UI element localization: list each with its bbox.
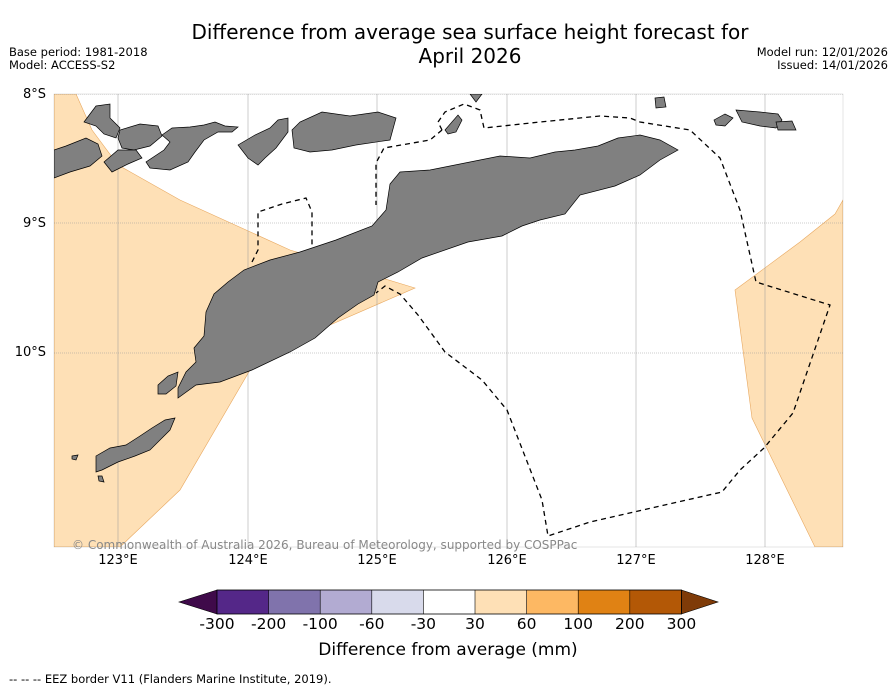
flores-south-cape bbox=[103, 149, 143, 173]
luang-island bbox=[775, 120, 797, 131]
colorbar-segment bbox=[475, 590, 527, 614]
colorbar-segment bbox=[526, 590, 579, 614]
lat-label-8s: 8°S bbox=[22, 87, 46, 102]
colorbar-tick-label: 30 bbox=[465, 615, 485, 633]
title-line-2: April 2026 bbox=[418, 44, 522, 68]
colorbar-tick-label: -300 bbox=[199, 615, 235, 633]
colorbar-tick-label: 60 bbox=[516, 615, 537, 633]
wetar-island bbox=[291, 111, 397, 153]
colorbar-segment bbox=[371, 590, 424, 614]
anomaly-zone-east bbox=[734, 199, 843, 547]
land bbox=[54, 94, 797, 483]
colorbar-segment bbox=[578, 590, 630, 614]
colorbar-tick-label: 200 bbox=[615, 615, 645, 633]
raijua-island bbox=[71, 454, 79, 461]
kisar-island bbox=[444, 114, 463, 135]
base-period: Base period: 1981-2018 bbox=[9, 45, 148, 59]
colorbar-extend-high bbox=[681, 589, 719, 615]
colorbar-segment bbox=[423, 590, 475, 614]
title-line-1: Difference from average sea surface heig… bbox=[191, 20, 749, 44]
colorbar-extend-low bbox=[178, 589, 218, 615]
rote-island bbox=[157, 371, 179, 395]
sawu-islet bbox=[97, 475, 105, 483]
colorbar-tick-label: 100 bbox=[563, 615, 593, 633]
meta-left: Base period: 1981-2018 Model: ACCESS-S2 bbox=[9, 46, 148, 72]
meta-right: Model run: 12/01/2026 Issued: 14/01/2026 bbox=[757, 46, 888, 72]
colorbar-segment bbox=[268, 590, 321, 614]
lat-label-10s: 10°S bbox=[14, 345, 46, 360]
chart-title: Difference from average sea surface heig… bbox=[170, 20, 770, 68]
sawu-island bbox=[95, 417, 176, 473]
colorbar-segment bbox=[217, 590, 269, 614]
leti-island bbox=[654, 96, 667, 109]
copyright-notice: © Commonwealth of Australia 2026, Bureau… bbox=[72, 538, 578, 552]
lon-label-124e: 124°E bbox=[228, 553, 268, 568]
colorbar-segment bbox=[629, 590, 682, 614]
lon-label-128e: 128°E bbox=[745, 553, 785, 568]
lon-label-125e: 125°E bbox=[357, 553, 397, 568]
colorbar-title: Difference from average (mm) bbox=[318, 640, 578, 660]
flores-cape bbox=[83, 103, 121, 139]
solor-island bbox=[145, 121, 239, 171]
timor-island bbox=[177, 134, 679, 399]
lon-label-127e: 127°E bbox=[616, 553, 656, 568]
lon-label-123e: 123°E bbox=[98, 553, 138, 568]
model-name: Model: ACCESS-S2 bbox=[9, 58, 116, 72]
colorbar-tick-label: -60 bbox=[359, 615, 385, 633]
lakor-island bbox=[735, 109, 783, 129]
flores-west bbox=[54, 137, 103, 179]
eez-border bbox=[251, 103, 831, 537]
flores-east bbox=[117, 123, 163, 151]
issued-date: Issued: 14/01/2026 bbox=[777, 58, 888, 72]
moa-island bbox=[713, 113, 734, 127]
eez-footnote: -- -- -- EEZ border V11 (Flanders Marine… bbox=[9, 672, 332, 686]
colorbar bbox=[178, 589, 719, 615]
model-run: Model run: 12/01/2026 bbox=[756, 45, 888, 59]
lat-label-9s: 9°S bbox=[22, 216, 46, 231]
colorbar-tick-label: -100 bbox=[302, 615, 338, 633]
lon-label-126e: 126°E bbox=[487, 553, 527, 568]
colorbar-tick-label: -200 bbox=[251, 615, 287, 633]
colorbar-tick-label: -30 bbox=[410, 615, 437, 633]
alor-island bbox=[237, 117, 289, 166]
map-frame bbox=[53, 93, 844, 548]
colorbar-segment bbox=[320, 590, 372, 614]
colorbar-tick-label: 300 bbox=[666, 615, 697, 633]
northern-islet bbox=[469, 94, 483, 103]
